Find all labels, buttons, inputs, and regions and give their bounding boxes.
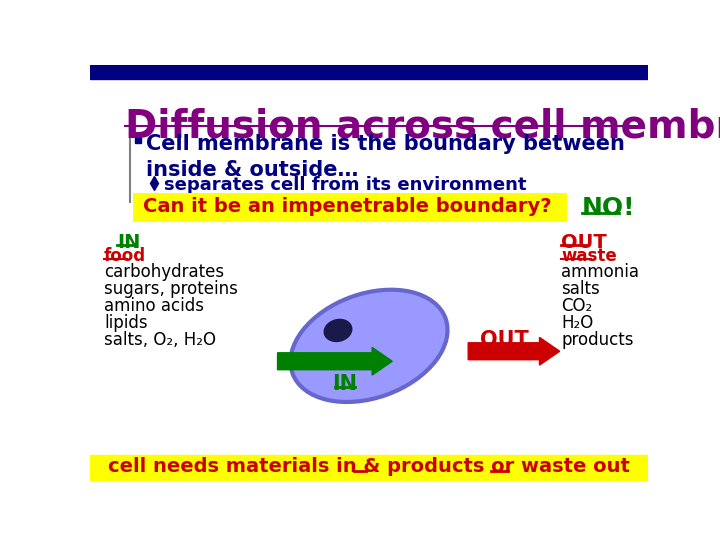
Text: carbohydrates: carbohydrates bbox=[104, 264, 224, 281]
Text: Diffusion across cell membrane: Diffusion across cell membrane bbox=[125, 107, 720, 145]
Text: IN: IN bbox=[332, 374, 356, 394]
Ellipse shape bbox=[290, 290, 448, 402]
Text: separates cell from its environment: separates cell from its environment bbox=[163, 176, 526, 194]
Text: products: products bbox=[561, 331, 634, 349]
Text: salts: salts bbox=[561, 280, 600, 299]
Text: cell needs materials in & products or waste out: cell needs materials in & products or wa… bbox=[108, 457, 630, 476]
Text: waste: waste bbox=[561, 247, 617, 265]
FancyArrow shape bbox=[277, 347, 392, 375]
FancyArrow shape bbox=[468, 338, 559, 365]
Text: Can it be an impenetrable boundary?: Can it be an impenetrable boundary? bbox=[143, 197, 552, 216]
Text: salts, O₂, H₂O: salts, O₂, H₂O bbox=[104, 331, 216, 349]
Text: sugars, proteins: sugars, proteins bbox=[104, 280, 238, 299]
Text: CO₂: CO₂ bbox=[561, 298, 593, 315]
Text: OUT: OUT bbox=[480, 330, 529, 350]
Text: H₂O: H₂O bbox=[561, 314, 593, 332]
FancyBboxPatch shape bbox=[133, 193, 567, 222]
Bar bbox=[90, 65, 648, 79]
Bar bbox=[135, 137, 141, 143]
Text: Cell membrane is the boundary between
inside & outside…: Cell membrane is the boundary between in… bbox=[145, 134, 625, 180]
Text: amino acids: amino acids bbox=[104, 298, 204, 315]
Bar bbox=[90, 455, 648, 481]
Text: IN: IN bbox=[117, 233, 140, 252]
Ellipse shape bbox=[324, 320, 352, 341]
Text: food: food bbox=[104, 247, 146, 265]
Text: ammonia: ammonia bbox=[561, 264, 639, 281]
Text: NO!: NO! bbox=[582, 195, 636, 220]
Text: OUT: OUT bbox=[561, 233, 607, 252]
Text: lipids: lipids bbox=[104, 314, 148, 332]
